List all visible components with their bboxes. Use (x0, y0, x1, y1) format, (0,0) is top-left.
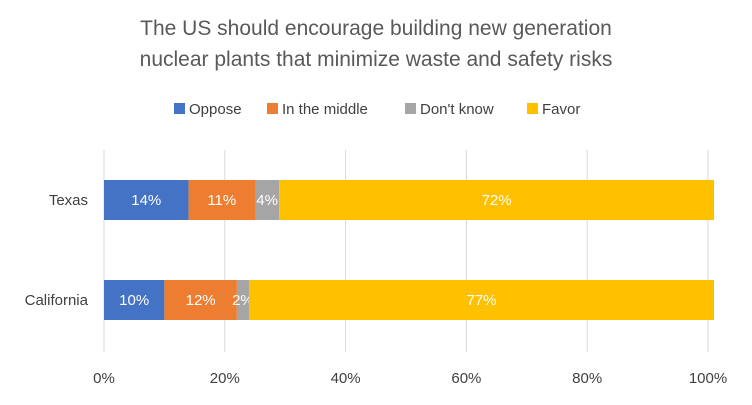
legend-swatch-favor (527, 103, 538, 114)
bar-california-favor (248, 280, 715, 320)
chart-legend: Oppose In the middle Don't know Favor (174, 101, 580, 118)
data-label-california-favor: 77% (466, 292, 496, 309)
data-label-california-oppose: 10% (119, 292, 149, 309)
x-tick-label: 0% (93, 370, 115, 387)
legend-label-in-the-middle: In the middle (282, 101, 368, 118)
legend-label-oppose: Oppose (189, 101, 242, 118)
x-tick-label: 60% (451, 370, 481, 387)
bar-california-oppose (104, 280, 165, 320)
legend-label-don-t-know: Don't know (420, 101, 494, 118)
bar-california-in-the-middle (164, 280, 237, 320)
data-label-texas-in-the-middle: 11% (207, 192, 236, 209)
x-tick-label: 80% (572, 370, 602, 387)
legend-swatch-oppose (174, 103, 185, 114)
x-tick-label: 100% (689, 370, 727, 387)
data-label-california-don-t-know: 2% (232, 292, 254, 309)
data-label-texas-oppose: 14% (131, 192, 161, 209)
legend-label-favor: Favor (542, 101, 580, 118)
data-label-texas-don-t-know: 4% (256, 192, 278, 209)
bar-texas-oppose (104, 180, 189, 220)
bar-california-don-t-know (236, 280, 249, 320)
chart-title-line-1: The US should encourage building new gen… (140, 17, 612, 40)
bar-texas-don-t-know (255, 180, 280, 220)
legend-swatch-in-the-middle (267, 103, 278, 114)
category-labels: Texas California (25, 192, 89, 309)
category-label-texas: Texas (49, 192, 88, 209)
data-label-texas-favor: 72% (482, 192, 512, 209)
x-tick-label: 40% (331, 370, 361, 387)
bar-texas-favor (279, 180, 715, 220)
x-tick-label: 20% (210, 370, 240, 387)
data-label-california-in-the-middle: 12% (186, 292, 216, 309)
bar-group: 14% 11% 4% 72% 10% 12% 2% 77% (104, 180, 715, 320)
legend-swatch-don-t-know (405, 103, 416, 114)
bar-texas-in-the-middle (188, 180, 255, 220)
category-label-california: California (25, 292, 89, 309)
chart-title-line-2: nuclear plants that minimize waste and s… (140, 48, 613, 71)
x-axis-tick-labels: 0% 20% 40% 60% 80% 100% (93, 370, 727, 387)
